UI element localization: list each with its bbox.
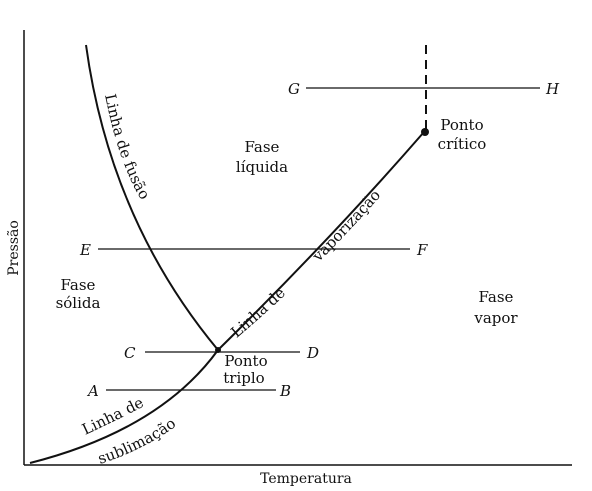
critical-point-label-line1: Ponto [440,116,483,134]
label-g: G [288,80,300,98]
y-axis-label: Pressão [6,220,22,276]
critical-point-label-line2: crítico [438,135,487,153]
triple-point-label-line2: triplo [223,369,264,387]
region-solid-line2: sólida [56,294,101,312]
label-d: D [306,344,319,362]
region-liquid-line2: líquida [236,158,288,176]
triple-point-marker [215,347,221,353]
region-solid-line1: Fase [61,276,96,294]
label-b: B [279,382,291,400]
vaporization-curve-label-line1: Linha de [227,284,288,342]
region-vapor-line2: vapor [473,309,518,327]
critical-point-marker [421,128,429,136]
region-liquid-line1: Fase [245,138,280,156]
region-vapor-line1: Fase [479,288,514,306]
label-h: H [545,80,560,98]
label-f: F [416,241,428,259]
sublimation-curve-label-line1: Linha de [79,393,146,438]
label-c: C [124,344,136,362]
triple-point-label-line1: Ponto [224,352,267,370]
label-e: E [79,241,91,259]
label-a: A [86,382,99,400]
fusion-curve [85,44,219,351]
x-axis-label: Temperatura [260,471,352,487]
vaporization-curve-label-line2: vaporização [308,186,384,266]
